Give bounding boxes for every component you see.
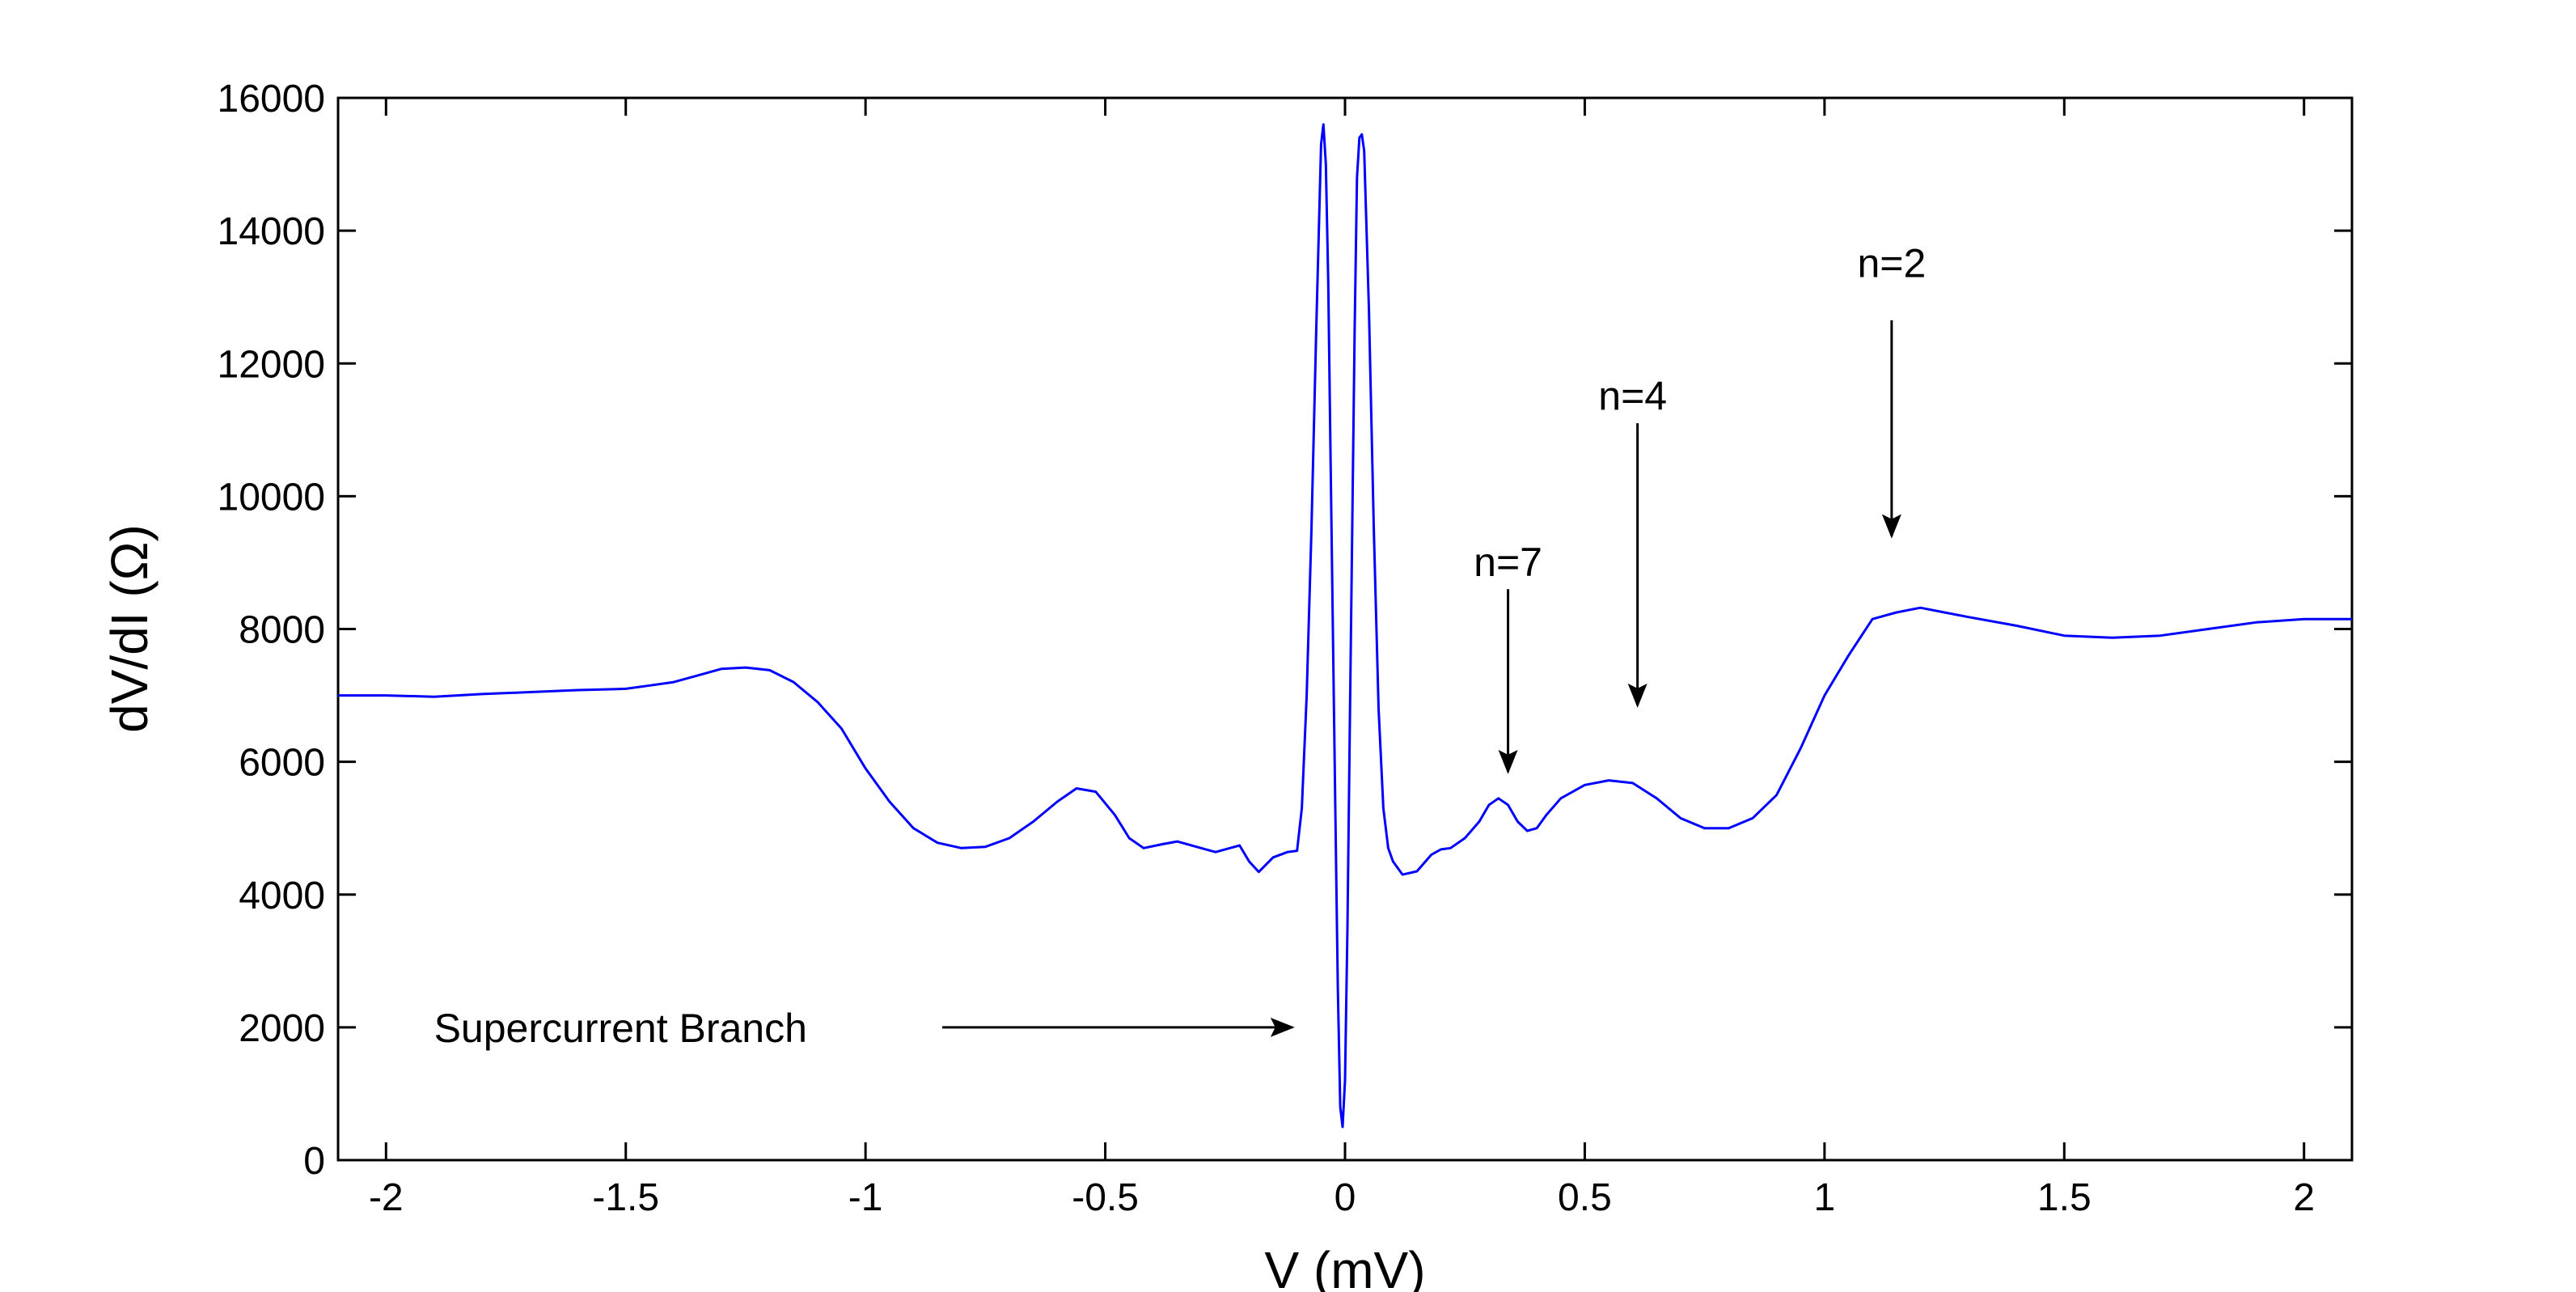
x-tick-label: 0 xyxy=(1335,1176,1356,1219)
plot-area xyxy=(336,96,2354,1162)
x-tick-label: -1 xyxy=(848,1176,883,1219)
series-line xyxy=(338,123,2352,1129)
x-tick-label: 1.5 xyxy=(2037,1176,2092,1219)
y-tick-label: 4000 xyxy=(239,875,325,917)
y-tick-label: 16000 xyxy=(218,78,325,121)
x-tick-label: -0.5 xyxy=(1072,1176,1139,1219)
annotation-label: n=4 xyxy=(1598,374,1667,419)
x-tick-label: 2 xyxy=(2293,1176,2315,1219)
x-axis-ticks: -2 -1.5 -1 -0.5 0 0.5 1 1.5 2 xyxy=(369,98,2315,1219)
x-axis-label: V (mV) xyxy=(1264,1241,1425,1292)
annotation-label: n=2 xyxy=(1857,241,1926,286)
y-tick-label: 8000 xyxy=(239,609,325,652)
y-axis-ticks: 0 2000 4000 6000 8000 10000 12000 14000 16000 xyxy=(218,78,2352,1183)
y-tick-label: 10000 xyxy=(218,476,325,519)
y-axis-label: dV/dI (Ω) xyxy=(100,524,159,733)
x-tick-label: -2 xyxy=(369,1176,404,1219)
x-tick-label: -1.5 xyxy=(592,1176,659,1219)
y-tick-label: 6000 xyxy=(239,742,325,785)
y-tick-label: 12000 xyxy=(218,343,325,386)
x-tick-label: 0.5 xyxy=(1558,1176,1612,1219)
annotation-label: Supercurrent Branch xyxy=(434,1006,807,1051)
annotation-label: n=7 xyxy=(1474,540,1542,585)
y-tick-label: 14000 xyxy=(218,210,325,253)
y-tick-label: 2000 xyxy=(239,1007,325,1050)
x-tick-label: 1 xyxy=(1814,1176,1836,1219)
annotations: Supercurrent Branch n=7 n=4 n=2 xyxy=(434,241,1927,1051)
y-tick-label: 0 xyxy=(303,1140,325,1183)
